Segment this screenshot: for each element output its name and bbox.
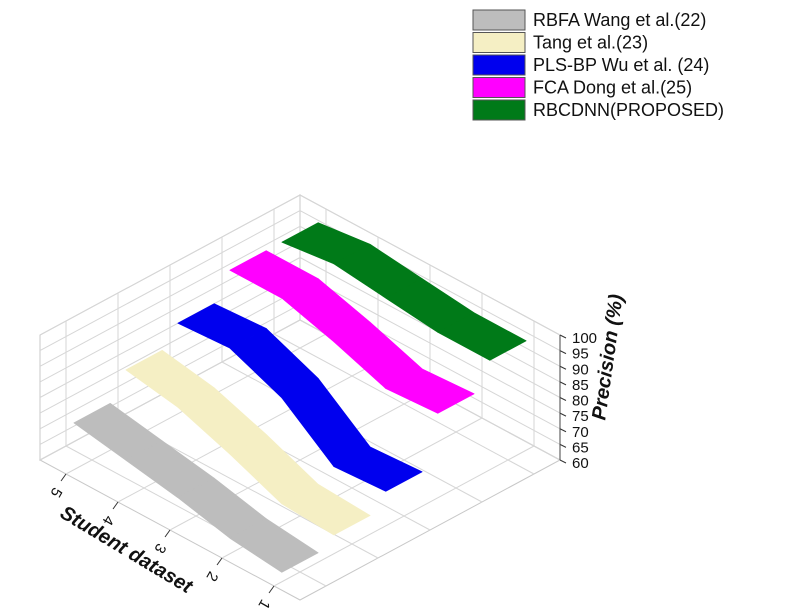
x-tick-label: 2 (202, 568, 221, 584)
z-tick-label: 95 (572, 346, 589, 363)
ribbon-segment (437, 312, 527, 361)
ribbon-segment (281, 377, 371, 467)
ribbon-3 (177, 303, 423, 492)
x-tick-mark (216, 557, 223, 566)
z-tick-mark (559, 381, 567, 386)
grid-line-precision (39, 319, 561, 461)
z-tick-label: 100 (572, 330, 597, 347)
x-tick-label: 5 (46, 484, 65, 500)
legend-label: RBCDNN(PROPOSED) (533, 100, 724, 120)
z-tick-mark (559, 334, 567, 339)
ribbon-segment (229, 518, 319, 573)
z-tick-mark (559, 397, 567, 401)
x-tick-mark (112, 501, 119, 510)
grid-line-precision (39, 194, 561, 336)
z-tick-mark (559, 412, 567, 417)
chart-ribbons (73, 222, 527, 573)
z-tick-mark (559, 459, 567, 464)
grid-line-precision (39, 210, 561, 352)
ribbon-segment (385, 368, 475, 414)
z-tick-mark (559, 443, 567, 448)
x-tick-label: 1 (254, 596, 273, 612)
legend-swatch (472, 99, 526, 121)
z-axis-title: Precision (%) (588, 293, 627, 422)
z-tick-mark (559, 365, 567, 370)
legend-swatch (472, 77, 526, 98)
ribbon-segment (281, 483, 371, 536)
z-tick-label: 70 (572, 424, 589, 441)
legend: RBFA Wang et al.(22) Tang et al.(23)PLS-B… (472, 9, 724, 121)
legend-swatch (472, 54, 526, 76)
ribbon-5 (281, 222, 527, 361)
x-tick-mark (268, 585, 275, 594)
z-tick-label: 85 (572, 377, 589, 394)
legend-label: RBFA Wang et al.(22) (533, 10, 706, 30)
z-tick-mark (559, 428, 567, 433)
legend-swatch (472, 32, 526, 53)
z-tick-label: 90 (572, 361, 589, 378)
legend-label: PLS-BP Wu et al. (24) (533, 55, 709, 75)
ribbon-4 (229, 250, 475, 414)
z-tick-label: 65 (572, 439, 589, 456)
legend-swatch (472, 9, 526, 31)
x-tick-mark (164, 529, 171, 538)
x-axis-title: Student dataset (56, 502, 197, 599)
x-tick-mark (60, 473, 67, 482)
z-tick-mark (559, 350, 567, 355)
grid-line-series (273, 333, 535, 475)
legend-label: Tang et al.(23) (533, 33, 648, 53)
ribbon-2 (125, 349, 371, 536)
ribbon-segment (333, 446, 423, 492)
ribbon-1 (73, 402, 319, 573)
z-tick-label: 60 (572, 455, 589, 472)
legend-label: FCA Dong et al.(25) (533, 78, 692, 98)
z-tick-label: 80 (572, 393, 589, 410)
z-tick-label: 75 (572, 408, 589, 425)
